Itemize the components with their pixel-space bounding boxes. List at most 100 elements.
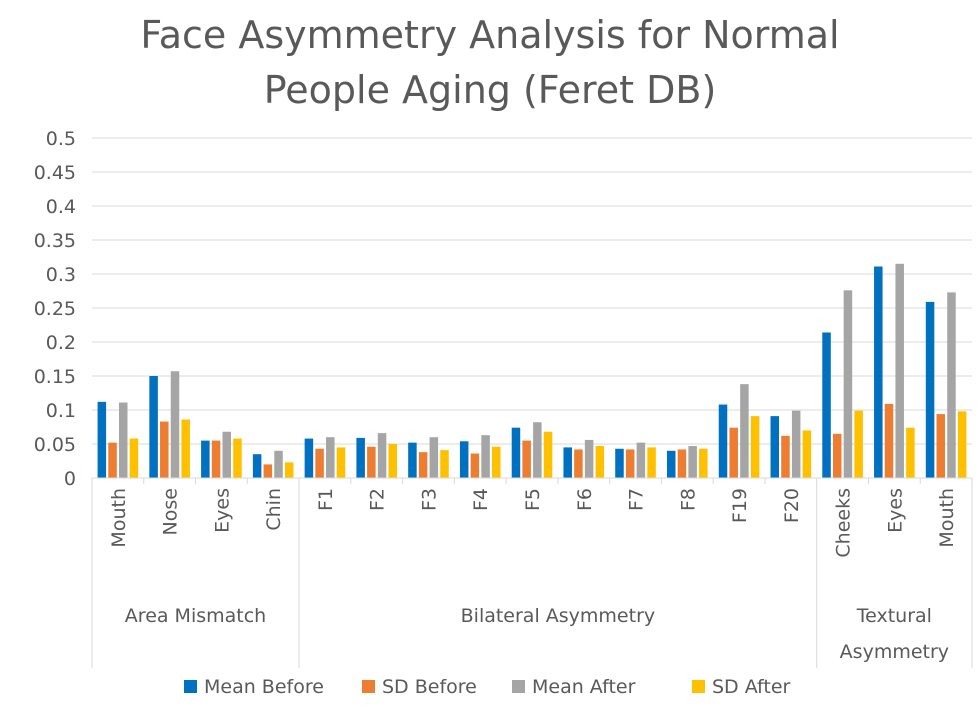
x-tick-label: Eyes [884, 488, 906, 533]
bar-sd-before [263, 464, 273, 478]
bar-mean-before [822, 332, 831, 478]
x-tick-label: F4 [470, 488, 492, 511]
legend: Mean Before SD Before Mean After SD After [184, 676, 791, 698]
bar-sd-before [367, 446, 376, 478]
bar-sd-before [936, 414, 946, 478]
bar-sd-before [574, 449, 583, 478]
chart-title: Face Asymmetry Analysis for Normal Peopl… [0, 8, 980, 118]
bar-sd-before [160, 421, 169, 478]
bar-mean-before [97, 401, 107, 478]
bar-mean-before [459, 441, 469, 478]
bar-sd-after [543, 431, 553, 478]
gridlines [92, 137, 972, 445]
bar-sd-before [315, 448, 324, 478]
bar-sd-after [181, 419, 190, 478]
bar-sd-before [781, 435, 790, 478]
x-tick-label: F7 [626, 488, 648, 511]
legend-label: Mean After [532, 676, 636, 698]
bar-sd-after [336, 447, 346, 478]
group-label: Bilateral Asymmetry [461, 605, 656, 627]
legend-label: SD Before [382, 676, 477, 698]
bar-sd-before [470, 453, 480, 478]
bar-mean-after [791, 410, 801, 478]
group-label: Area Mismatch [125, 605, 266, 627]
y-tick-label: 0.3 [46, 264, 76, 286]
bar-mean-before [252, 454, 262, 478]
x-tick-label: Mouth [936, 488, 958, 548]
bar-mean-before [511, 427, 521, 478]
bar-sd-after [750, 416, 760, 478]
x-tick-label: Cheeks [833, 488, 855, 558]
bar-sd-after [595, 446, 605, 478]
x-tick-label: F19 [729, 488, 751, 523]
bar-mean-after [429, 437, 439, 478]
bar-sd-after [802, 430, 812, 478]
bar-mean-after [533, 422, 542, 478]
legend-swatch [362, 680, 375, 693]
y-tick-label: 0.2 [46, 332, 76, 354]
bar-sd-after [957, 411, 967, 478]
bar-sd-before [729, 427, 738, 478]
bar-mean-before [408, 442, 417, 478]
x-tick-label: F1 [315, 488, 337, 511]
x-tick-label: F8 [677, 488, 699, 511]
chart-title-line-2: People Aging (Feret DB) [263, 68, 717, 112]
group-label: Asymmetry [840, 641, 949, 663]
bar-sd-after [906, 427, 915, 478]
bar-mean-after [584, 439, 594, 478]
bar-sd-after [699, 448, 708, 478]
y-tick-label: 0 [64, 468, 76, 490]
x-tick-label: Nose [160, 488, 182, 535]
bar-mean-before [615, 448, 624, 478]
bar-mean-after [326, 437, 335, 478]
legend-swatch [184, 680, 197, 693]
bar-sd-after [647, 447, 656, 478]
bar-mean-before [666, 450, 676, 478]
y-tick-label: 0.05 [34, 434, 76, 456]
bar-mean-before [874, 266, 883, 478]
bar-sd-before [418, 452, 428, 478]
axes: 0 0.05 0.1 0.15 0.2 0.25 0.3 0.35 0.4 0.45 0.5 Mout… [34, 128, 973, 668]
bar-mean-before [149, 376, 158, 478]
bar-mean-after [170, 371, 180, 478]
bar-sd-after [233, 438, 242, 478]
bar-mean-after [843, 290, 853, 478]
y-tick-label: 0.45 [34, 162, 76, 184]
y-tick-label: 0.5 [46, 128, 76, 150]
bar-sd-after [440, 450, 449, 478]
x-tick-label: Mouth [108, 488, 130, 548]
bar-mean-after [740, 384, 749, 478]
bar-mean-before [563, 447, 572, 478]
y-tick-label: 0.35 [34, 230, 76, 252]
bar-sd-after [129, 438, 139, 478]
y-tick-label: 0.25 [34, 298, 76, 320]
bars [97, 263, 967, 478]
x-tick-label: F2 [367, 488, 389, 511]
bar-sd-after [492, 446, 501, 478]
bar-sd-before [211, 440, 221, 478]
bar-sd-before [884, 403, 894, 478]
bar-mean-after [222, 431, 232, 478]
chart-title-line-1: Face Asymmetry Analysis for Normal [140, 13, 840, 57]
x-tick-label: Chin [263, 488, 285, 531]
bar-sd-before [832, 433, 842, 478]
bar-mean-after [118, 402, 128, 478]
bar-mean-after [481, 435, 490, 478]
y-tick-label: 0.15 [34, 366, 76, 388]
x-tick-label: F3 [418, 488, 440, 511]
bar-mean-after [377, 433, 387, 478]
bar-mean-before [201, 440, 210, 478]
y-tick-label: 0.1 [46, 400, 76, 422]
legend-label: SD After [712, 676, 791, 698]
x-tick-label: Eyes [211, 488, 233, 533]
bar-mean-after [636, 442, 646, 478]
bar-mean-after [688, 446, 697, 478]
bar-mean-after [895, 263, 904, 478]
bar-sd-after [854, 410, 863, 478]
bar-sd-before [108, 442, 117, 478]
bar-sd-after [284, 462, 294, 478]
legend-swatch [512, 680, 525, 693]
y-tick-label: 0.4 [46, 196, 76, 218]
